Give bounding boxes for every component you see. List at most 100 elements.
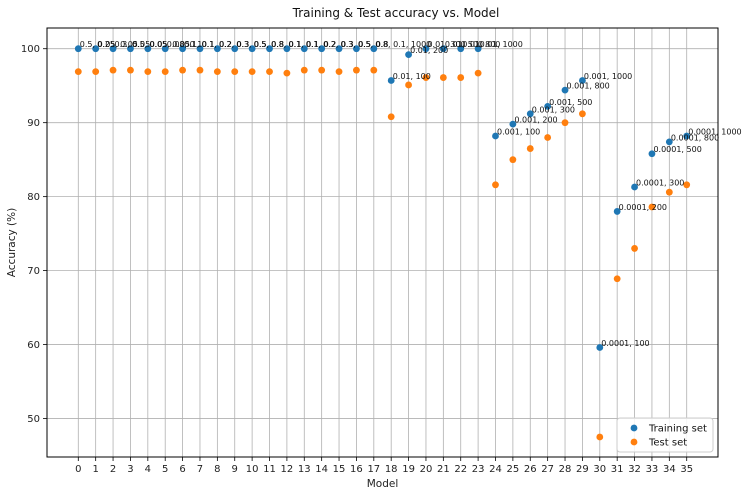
data-point [335,68,343,76]
y-tick-label: 50 [27,414,40,425]
data-point [92,45,100,53]
x-tick-label: 19 [402,464,415,475]
point-annotation: 0.001, 800 [567,82,610,91]
data-point [509,156,517,164]
x-tick-label: 12 [281,464,294,475]
data-point [526,110,534,118]
data-point [561,86,569,94]
data-points [74,45,691,441]
data-point [248,68,256,76]
data-point [439,45,447,53]
data-point [109,45,117,53]
data-point [387,77,395,84]
x-tick-label: 16 [350,464,363,475]
y-tick-label: 90 [27,118,40,129]
point-annotation: 0.0001, 500 [653,145,701,154]
data-point [266,45,273,53]
x-tick-label: 35 [680,464,693,475]
point-annotation: 0.0001, 1000 [688,127,741,136]
x-tick-label: 2 [110,464,116,475]
legend-box [616,417,714,453]
point-annotation: 0.5, 0.8 [254,40,285,49]
data-point [318,45,326,53]
plot-area [46,27,719,458]
chart-title: Training & Test accuracy vs. Model [292,6,500,20]
data-point [266,68,273,76]
x-tick-label: 34 [663,464,676,475]
data-point [596,433,604,441]
data-point [474,45,482,53]
x-tick-label: 24 [489,464,502,475]
x-tick-label: 20 [420,464,433,475]
data-point [474,69,482,77]
legend-label: Training set [648,424,707,435]
x-tick-label: 27 [541,464,554,475]
x-tick-label: 28 [559,464,572,475]
x-tick-label: 31 [611,464,624,475]
x-axis-label: Model [367,478,399,490]
data-point [196,66,204,74]
data-point [300,66,308,74]
x-tick-label: 11 [263,464,276,475]
x-tick-label: 32 [628,464,641,475]
data-point [213,68,221,76]
x-tick-label: 15 [333,464,346,475]
data-point [283,45,291,53]
point-annotation: 0.1, 0.2 [201,40,232,49]
legend-marker [630,424,638,432]
x-tick-label: 21 [437,464,450,475]
x-tick-label: 23 [472,464,485,475]
point-annotation: 0.3, 0.5 [236,40,267,49]
point-annotation: 0.05, 0.05 [149,40,190,49]
data-point [127,66,134,74]
x-tick-label: 29 [576,464,589,475]
x-tick-label: 18 [385,464,398,475]
x-tick-label: 10 [246,464,259,475]
point-annotation: 0.001, 200 [514,116,557,125]
data-point [127,45,134,53]
data-point [300,45,308,53]
data-point [370,66,378,74]
data-point [683,132,691,140]
data-point [648,203,656,211]
data-point [544,103,552,110]
data-point [596,344,604,351]
x-tick-label: 33 [646,464,659,475]
data-point [631,245,638,252]
data-point [526,145,534,152]
data-point [231,68,239,76]
point-annotation: 0.01, 1000 [480,40,523,49]
point-annotation: 0.01, 800 [462,40,500,49]
legend: Training set Test set [616,417,714,453]
point-annotation: 0.2, 0.3 [323,40,354,49]
point-annotation: 0.01, 100 [393,72,431,81]
y-axis-label: Accuracy (%) [6,208,18,277]
data-point [665,138,673,146]
point-annotation: 0.01, 300 [427,40,465,49]
y-tick-label: 60 [27,340,40,351]
data-point [213,45,221,53]
data-point [161,68,169,76]
legend-marker [630,438,638,446]
data-point [648,150,656,158]
data-point [405,81,412,89]
point-annotation: 0.0001, 300 [636,179,684,188]
data-point [283,69,291,77]
point-annotation: 0.8, 0.1, 1000 [375,40,431,49]
x-tick-label: 4 [145,464,151,475]
grid-lines [47,28,718,457]
data-point [613,208,621,215]
data-point [144,45,152,53]
data-point [161,45,169,53]
data-point [74,68,82,76]
point-annotation: 0.001, 1000 [584,72,632,81]
x-tick-label: 26 [524,464,537,475]
point-annotation: 0.08, 0.1 [167,40,203,49]
point-annotation: 0.01, 200 [410,46,448,55]
legend-label: Test set [648,438,687,449]
data-point [683,181,691,189]
x-tick-label: 25 [507,464,520,475]
data-point [74,45,82,53]
data-point [179,45,186,53]
